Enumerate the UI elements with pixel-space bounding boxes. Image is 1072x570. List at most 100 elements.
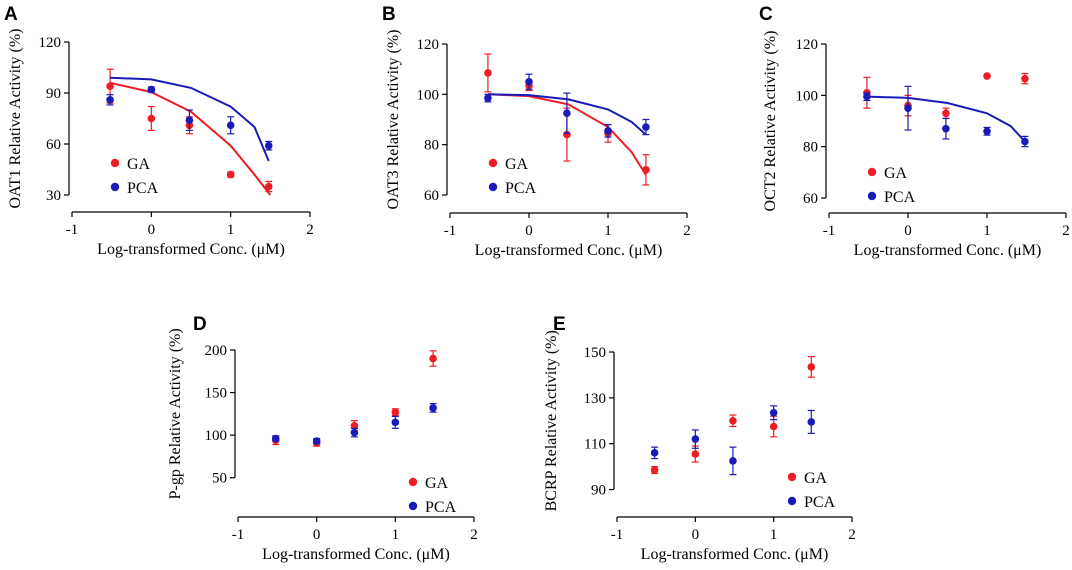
legend-marker-ga — [867, 167, 877, 177]
data-point-pca — [264, 141, 273, 150]
y-tick-label: 120 — [796, 37, 819, 53]
series-pca — [484, 73, 650, 138]
data-point-pca — [1021, 137, 1029, 146]
legend-label-pca: PCA — [127, 180, 159, 197]
y-axis-label: P-gp Relative Activity (%) — [167, 328, 184, 499]
y-axis-label: BCRP Relative Activity (%) — [543, 330, 560, 511]
data-point-ga — [729, 416, 737, 425]
data-point-ga — [983, 72, 991, 80]
data-point-pca — [312, 437, 321, 445]
data-point-ga — [1021, 74, 1029, 83]
x-axis-label: Log-transformed Conc. (μM) — [475, 242, 663, 259]
x-tick-label: -1 — [232, 527, 245, 543]
legend-label-ga: GA — [884, 165, 908, 182]
y-tick-label: 60 — [803, 191, 818, 207]
x-tick-label: 0 — [525, 223, 533, 239]
legend: GA PCA — [867, 165, 916, 206]
data-point-pca — [691, 435, 700, 443]
y-tick-label: 100 — [205, 428, 228, 444]
data-point-pca — [484, 94, 492, 102]
x-tick-label: 0 — [692, 527, 700, 543]
x-tick-label: 1 — [392, 527, 400, 543]
data-point-pca — [563, 109, 571, 118]
data-point-pca — [271, 434, 280, 443]
data-point-pca — [147, 85, 156, 94]
x-tick-label: 2 — [683, 223, 691, 239]
legend-label-pca: PCA — [884, 189, 916, 206]
data-point-ga — [350, 421, 359, 430]
legend: GA PCA — [110, 156, 159, 197]
y-tick-label: 200 — [205, 343, 228, 359]
legend-label-ga: GA — [505, 156, 529, 173]
x-tick-label: 2 — [306, 222, 314, 238]
data-point-pca — [185, 116, 194, 124]
legend-marker-pca — [867, 191, 877, 201]
y-tick-label: 30 — [46, 188, 61, 204]
y-axis-label: OAT3 Relative Activity (%) — [385, 30, 402, 210]
x-tick-label: 1 — [983, 223, 991, 239]
panel-letter: D — [193, 314, 207, 335]
x-tick-label: 0 — [313, 527, 321, 543]
y-tick-label: 100 — [796, 88, 819, 104]
data-point-pca — [391, 418, 400, 427]
x-tick-label: 2 — [848, 527, 856, 543]
x-tick-label: 2 — [1062, 223, 1070, 239]
x-axis-label: Log-transformed Conc. (μM) — [641, 546, 829, 563]
data-point-pca — [350, 428, 359, 437]
legend-marker-pca — [408, 501, 418, 511]
legend-marker-pca — [787, 496, 797, 506]
y-tick-label: 50 — [212, 471, 227, 487]
y-tick-label: 120 — [417, 37, 440, 53]
legend: GA PCA — [408, 475, 457, 516]
panel-letter: E — [553, 314, 566, 335]
data-point-ga — [106, 82, 114, 90]
fit-curve-pca — [866, 95, 1026, 143]
y-tick-label: 100 — [417, 87, 440, 103]
data-point-ga — [484, 69, 492, 77]
legend-marker-ga — [110, 158, 120, 168]
y-tick-label: 90 — [46, 86, 61, 102]
data-point-pca — [983, 127, 991, 136]
data-point-pca — [226, 121, 235, 130]
data-point-pca — [904, 104, 912, 112]
data-point-pca — [604, 127, 612, 135]
fit-curve-pca — [110, 76, 270, 162]
panel-letter: A — [4, 4, 18, 25]
data-point-ga — [807, 363, 816, 371]
legend-label-pca: PCA — [425, 499, 457, 516]
x-tick-label: 1 — [227, 222, 235, 238]
legend-label-ga: GA — [127, 156, 151, 173]
series-pca — [106, 76, 273, 162]
data-point-pca — [942, 124, 950, 133]
x-tick-label: 1 — [770, 527, 778, 543]
data-point-pca — [729, 457, 737, 465]
legend-label-ga: GA — [804, 470, 828, 487]
series-ga — [863, 72, 1029, 120]
data-point-ga — [642, 166, 650, 174]
legend-marker-pca — [110, 182, 120, 192]
series-ga — [106, 68, 273, 196]
x-tick-label: -1 — [823, 223, 836, 239]
data-point-ga — [264, 182, 273, 191]
legend-label-pca: PCA — [804, 494, 836, 511]
fit-curve-pca — [487, 93, 647, 136]
panel-e: E 90 110 130 150 -1 0 1 2 Log-transformed Conc. (… — [543, 314, 856, 563]
data-point-pca — [106, 96, 114, 104]
x-tick-label: -1 — [444, 223, 457, 239]
data-point-ga — [391, 408, 400, 416]
data-point-ga — [226, 170, 235, 179]
data-point-pca — [525, 77, 533, 86]
y-tick-label: 120 — [39, 35, 62, 51]
y-tick-label: 80 — [424, 138, 439, 154]
series-pca — [863, 85, 1029, 148]
y-tick-label: 150 — [205, 386, 228, 402]
legend-marker-ga — [787, 472, 797, 482]
x-axis-label: Log-transformed Conc. (μM) — [854, 242, 1042, 259]
legend: GA PCA — [787, 470, 836, 511]
data-point-ga — [650, 466, 659, 474]
data-point-ga — [563, 130, 571, 139]
panel-d: D 50 100 150 200 -1 0 1 2 Log-transformed Conc. (… — [167, 314, 478, 563]
panel-letter: B — [382, 4, 396, 25]
data-point-ga — [147, 114, 156, 123]
